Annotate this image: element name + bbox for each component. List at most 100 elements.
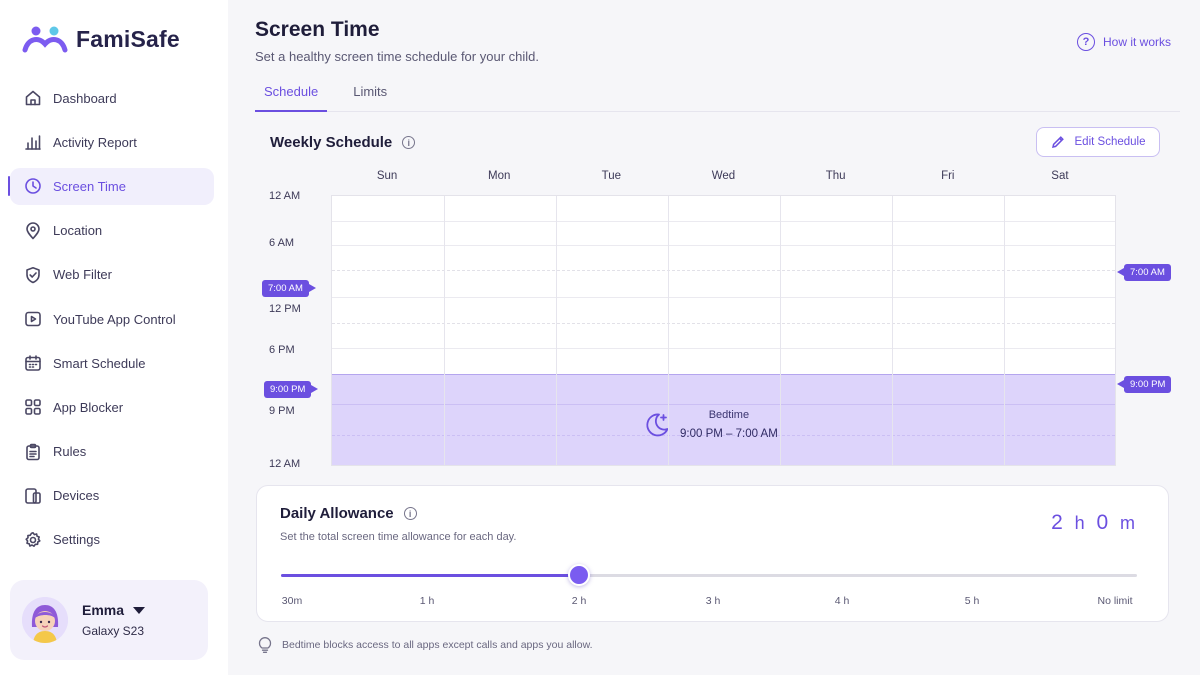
time-label: 12 AM xyxy=(269,190,301,202)
weekly-schedule-title: Weekly Schedule i xyxy=(270,134,416,151)
slider-tick-label: No limit xyxy=(1097,595,1133,607)
day-divider xyxy=(892,196,893,465)
page-title: Screen Time xyxy=(255,18,380,41)
slider-thumb[interactable] xyxy=(568,564,590,586)
sidebar-item-label: Screen Time xyxy=(53,178,126,194)
end-time-marker-right[interactable]: 9:00 PM xyxy=(1116,376,1172,393)
allowance-value: 2 h 0 m xyxy=(1051,511,1138,535)
page-subtitle: Set a healthy screen time schedule for y… xyxy=(255,49,539,64)
allowance-slider[interactable] xyxy=(281,564,1137,586)
sidebar-item-label: App Blocker xyxy=(53,399,124,415)
sidebar-item-label: Devices xyxy=(53,488,100,504)
sidebar-item-settings[interactable]: Settings xyxy=(0,518,228,562)
sidebar-item-app-blocker[interactable]: App Blocker xyxy=(0,385,228,429)
start-time-marker-left[interactable]: 7:00 AM xyxy=(262,280,316,297)
day-label: Mon xyxy=(488,170,511,182)
bedtime-label: Bedtime 9:00 PM – 7:00 AM xyxy=(642,409,778,440)
help-icon: ? xyxy=(1076,33,1095,51)
device-name: Galaxy S23 xyxy=(82,624,145,638)
slider-tick-label: 30m xyxy=(281,595,303,607)
day-label: Sun xyxy=(376,170,398,182)
bedtime-title: Bedtime xyxy=(708,409,750,421)
grid-line xyxy=(332,435,1115,436)
app-name: FamiSafe xyxy=(76,25,180,52)
grid-line xyxy=(332,270,1115,271)
schedule-grid[interactable]: Bedtime 9:00 PM – 7:00 AM xyxy=(331,195,1116,466)
sidebar: FamiSafe Dashboard Activity Report Scree… xyxy=(0,0,228,675)
edit-schedule-button[interactable]: Edit Schedule xyxy=(1036,127,1160,157)
allowance-minutes: 0 xyxy=(1096,511,1112,534)
calendar-icon xyxy=(24,354,42,372)
day-label: Wed xyxy=(711,170,736,182)
info-icon[interactable]: i xyxy=(402,136,416,149)
sidebar-item-activity-report[interactable]: Activity Report xyxy=(0,120,228,164)
slider-tick-label: 1 h xyxy=(419,595,435,607)
profile-switcher[interactable]: Emma Galaxy S23 xyxy=(10,580,208,660)
devices-icon xyxy=(24,487,42,505)
bedtime-block[interactable]: Bedtime 9:00 PM – 7:00 AM xyxy=(332,374,1115,465)
moon-icon xyxy=(646,413,669,436)
grid-line xyxy=(332,245,1115,246)
play-icon xyxy=(24,310,42,328)
how-it-works-link[interactable]: ? How it works xyxy=(1076,33,1171,51)
time-label: 6 AM xyxy=(269,237,295,249)
sidebar-item-devices[interactable]: Devices xyxy=(0,474,228,518)
sidebar-item-label: YouTube App Control xyxy=(53,311,176,327)
start-time-marker-right[interactable]: 7:00 AM xyxy=(1117,264,1171,281)
grid-line xyxy=(332,323,1115,324)
clock-icon xyxy=(24,177,42,195)
allowance-hour-unit: h xyxy=(1074,513,1088,533)
bedtime-note: Bedtime blocks access to all apps except… xyxy=(257,636,593,654)
sidebar-item-label: Activity Report xyxy=(53,134,137,150)
sidebar-item-smart-schedule[interactable]: Smart Schedule xyxy=(0,341,228,385)
day-header: Sun Mon Tue Wed Thu Fri Sat xyxy=(331,170,1116,182)
how-it-works-label: How it works xyxy=(1102,35,1171,49)
tab-schedule[interactable]: Schedule xyxy=(255,78,328,112)
sidebar-item-label: Settings xyxy=(53,532,100,548)
location-pin-icon xyxy=(24,221,42,240)
sidebar-item-rules[interactable]: Rules xyxy=(0,430,228,474)
tab-limits[interactable]: Limits xyxy=(353,84,388,99)
info-icon[interactable]: i xyxy=(403,507,417,520)
bar-chart-icon xyxy=(24,133,42,151)
logo[interactable]: FamiSafe xyxy=(22,24,180,54)
grid-line xyxy=(332,297,1115,298)
time-label: 12 AM xyxy=(269,458,301,470)
tab-bar: Schedule Limits xyxy=(255,78,1180,112)
sidebar-item-label: Dashboard xyxy=(53,90,117,106)
avatar xyxy=(22,597,68,643)
daily-allowance-title: Daily Allowance i xyxy=(280,505,417,522)
slider-tick-label: 2 h xyxy=(571,595,587,607)
day-divider xyxy=(668,196,669,465)
sidebar-item-dashboard[interactable]: Dashboard xyxy=(0,76,228,120)
pencil-icon xyxy=(1051,136,1064,149)
sidebar-item-web-filter[interactable]: Web Filter xyxy=(0,253,228,297)
daily-allowance-label: Daily Allowance xyxy=(280,505,394,522)
home-icon xyxy=(24,89,42,107)
day-divider xyxy=(1004,196,1005,465)
child-name: Emma xyxy=(82,602,125,618)
time-label: 12 PM xyxy=(269,303,301,315)
sidebar-item-label: Smart Schedule xyxy=(53,355,146,371)
day-divider xyxy=(556,196,557,465)
lightbulb-icon xyxy=(258,637,272,653)
end-time-marker-left[interactable]: 9:00 PM xyxy=(264,381,319,398)
sidebar-item-screen-time[interactable]: Screen Time xyxy=(0,164,228,208)
daily-allowance-description: Set the total screen time allowance for … xyxy=(280,531,517,543)
day-divider xyxy=(444,196,445,465)
caret-down-icon[interactable] xyxy=(133,606,146,614)
grid-line xyxy=(332,221,1115,222)
clipboard-icon xyxy=(24,443,42,461)
sidebar-item-location[interactable]: Location xyxy=(0,209,228,253)
allowance-hours: 2 xyxy=(1051,511,1066,534)
grid-line xyxy=(332,404,1115,405)
slider-fill xyxy=(281,574,579,577)
edit-schedule-label: Edit Schedule xyxy=(1074,136,1146,148)
gear-icon xyxy=(24,531,42,549)
day-label: Sat xyxy=(1051,170,1069,182)
profile-name-row: Emma xyxy=(82,602,146,618)
day-label: Tue xyxy=(601,170,622,182)
weekly-schedule: Weekly Schedule i Edit Schedule Sun Mon … xyxy=(255,120,1180,475)
sidebar-item-youtube-app-control[interactable]: YouTube App Control xyxy=(0,297,228,341)
profile-info: Emma Galaxy S23 xyxy=(82,602,146,638)
